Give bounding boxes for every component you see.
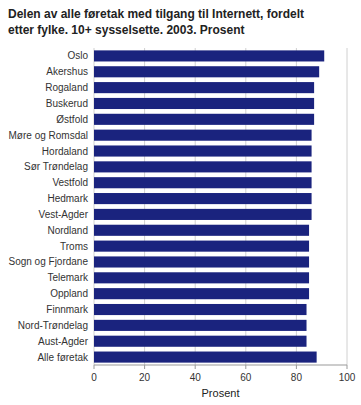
tick-label: 40 — [190, 372, 202, 383]
category-label: Telemark — [47, 272, 89, 283]
grid-line — [144, 48, 145, 365]
bar — [94, 304, 307, 315]
bar — [94, 177, 312, 188]
category-label: Sogn og Fjordane — [8, 256, 88, 267]
bar — [94, 241, 309, 252]
category-label: Hedmark — [47, 193, 89, 204]
tick-mark — [245, 365, 246, 369]
bar — [94, 320, 307, 331]
y-axis-labels: Alle føretak Aust-Agder Nord-Trøndelag Finn… — [8, 50, 89, 362]
tick-label: 0 — [91, 372, 97, 383]
tick-label: 60 — [240, 372, 252, 383]
tick-label: 80 — [291, 372, 303, 383]
category-label: Troms — [60, 241, 88, 252]
background — [0, 0, 361, 405]
tick-mark — [144, 365, 145, 369]
bar — [94, 272, 309, 283]
category-label: Akershus — [46, 66, 88, 77]
bar — [94, 98, 314, 109]
category-label: Hordaland — [42, 146, 88, 157]
bar — [94, 145, 312, 156]
grid-line — [195, 48, 196, 365]
x-axis-line — [94, 365, 347, 366]
tick-mark — [347, 365, 348, 369]
bar — [94, 114, 314, 125]
grid — [94, 48, 347, 365]
bar — [94, 161, 312, 172]
tick-label: 20 — [139, 372, 151, 383]
category-label: Nordland — [47, 225, 88, 236]
grid-line — [94, 48, 95, 365]
category-label: Østfold — [56, 114, 88, 125]
bar — [94, 256, 309, 267]
bar — [94, 336, 307, 347]
bar — [94, 225, 309, 236]
bar — [94, 82, 314, 93]
grid-line — [347, 48, 348, 365]
title-line: etter fylke. 10+ sysselsette. 2003. Pros… — [8, 23, 244, 37]
tick-mark — [296, 365, 297, 369]
title-line: Delen av alle føretak med tilgang til In… — [8, 7, 304, 21]
category-label: Vestfold — [52, 177, 88, 188]
chart: Delen av alle føretak med tilgang til In… — [0, 0, 361, 405]
category-label: Alle føretak — [37, 352, 89, 363]
bar — [94, 66, 319, 77]
category-label: Vest-Agder — [39, 209, 89, 220]
category-label: Rogaland — [45, 82, 88, 93]
category-label: Nord-Trøndelag — [18, 320, 88, 331]
bars — [94, 50, 324, 362]
tick-mark — [94, 365, 95, 369]
category-label: Oslo — [67, 50, 88, 61]
tick-mark — [195, 365, 196, 369]
tick-label: 100 — [339, 372, 356, 383]
grid-line — [296, 48, 297, 365]
bar — [94, 193, 312, 204]
bar — [94, 50, 324, 61]
x-axis: 0 20 40 60 80 100 — [91, 365, 356, 383]
category-label: Møre og Romsdal — [9, 130, 88, 141]
category-label: Sør Trøndelag — [24, 161, 88, 172]
bar — [94, 130, 312, 141]
bar — [94, 352, 317, 363]
bar — [94, 209, 312, 220]
category-label: Finnmark — [46, 304, 89, 315]
category-label: Oppland — [50, 288, 88, 299]
category-label: Buskerud — [46, 98, 88, 109]
title: Delen av alle føretak med tilgang til In… — [8, 7, 304, 37]
grid-line — [245, 48, 246, 365]
category-label: Aust-Agder — [38, 336, 89, 347]
bar — [94, 288, 309, 299]
x-axis-label: Prosent — [202, 387, 240, 399]
